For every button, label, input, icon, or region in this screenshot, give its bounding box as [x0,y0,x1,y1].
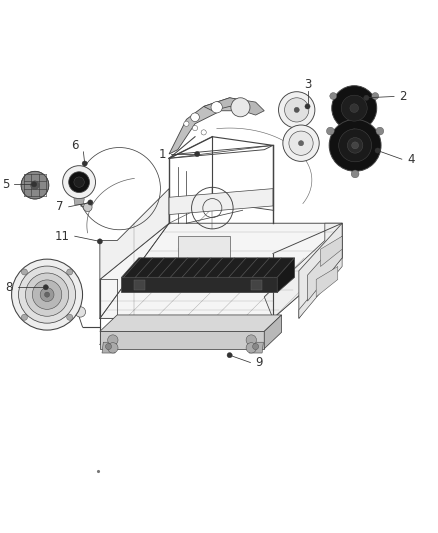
Circle shape [279,92,315,128]
Circle shape [341,95,367,121]
Polygon shape [204,98,264,115]
Polygon shape [264,315,282,349]
Polygon shape [251,280,262,290]
Circle shape [191,113,199,122]
Circle shape [326,127,334,135]
Polygon shape [74,199,84,205]
Polygon shape [249,342,263,353]
Circle shape [305,104,310,109]
Circle shape [285,98,309,122]
Circle shape [88,200,93,205]
Polygon shape [134,280,145,290]
Polygon shape [299,258,342,318]
Circle shape [352,142,359,149]
Circle shape [21,171,49,199]
Circle shape [376,127,384,135]
Circle shape [347,138,363,153]
Circle shape [74,177,84,187]
Polygon shape [299,223,342,318]
Polygon shape [169,98,247,154]
Text: 8: 8 [5,281,12,294]
Circle shape [97,239,102,244]
Circle shape [351,129,358,136]
Circle shape [375,148,380,153]
Text: 7: 7 [56,200,64,213]
Circle shape [63,166,95,199]
Polygon shape [264,223,342,318]
Polygon shape [178,236,230,266]
Circle shape [82,161,87,166]
Text: 4: 4 [407,153,414,166]
Polygon shape [121,277,277,293]
Circle shape [298,141,304,146]
Polygon shape [169,189,273,215]
Circle shape [364,95,369,100]
Circle shape [211,102,223,113]
Circle shape [351,170,359,178]
Polygon shape [307,236,342,301]
Circle shape [294,107,299,112]
Text: 1: 1 [159,148,166,160]
Circle shape [184,121,189,126]
Circle shape [329,119,381,171]
Polygon shape [121,258,294,277]
Circle shape [253,343,258,350]
Circle shape [40,288,54,302]
Circle shape [372,93,379,100]
Circle shape [192,125,198,131]
Text: 6: 6 [71,139,78,152]
Polygon shape [100,315,282,332]
Circle shape [11,259,82,330]
Circle shape [246,343,257,353]
Text: 2: 2 [399,90,407,103]
Circle shape [21,269,28,275]
Circle shape [194,151,200,157]
Text: 3: 3 [304,78,311,91]
Circle shape [75,306,85,317]
Circle shape [45,292,49,297]
Circle shape [21,314,28,320]
Polygon shape [321,236,342,266]
Circle shape [67,269,73,275]
Text: 11: 11 [55,230,70,243]
Circle shape [332,86,377,131]
Circle shape [32,280,62,309]
Circle shape [231,98,250,117]
Circle shape [108,343,118,353]
Circle shape [69,172,89,192]
Polygon shape [316,266,338,297]
Circle shape [67,314,73,320]
Text: 9: 9 [256,356,263,369]
Circle shape [339,129,371,162]
Circle shape [83,203,92,212]
Circle shape [289,131,313,155]
Circle shape [43,285,48,290]
Polygon shape [100,189,169,279]
Circle shape [227,353,232,358]
Polygon shape [100,332,264,349]
Circle shape [330,93,337,100]
Text: 5: 5 [2,178,9,191]
Circle shape [350,104,359,112]
Circle shape [108,335,118,345]
Polygon shape [277,258,294,293]
Circle shape [32,182,37,187]
Circle shape [31,181,39,190]
Circle shape [201,130,206,135]
Polygon shape [100,223,342,318]
Circle shape [246,335,257,345]
Circle shape [18,266,76,323]
Polygon shape [102,342,117,353]
Circle shape [25,273,69,316]
Circle shape [283,125,319,161]
Circle shape [106,343,112,350]
